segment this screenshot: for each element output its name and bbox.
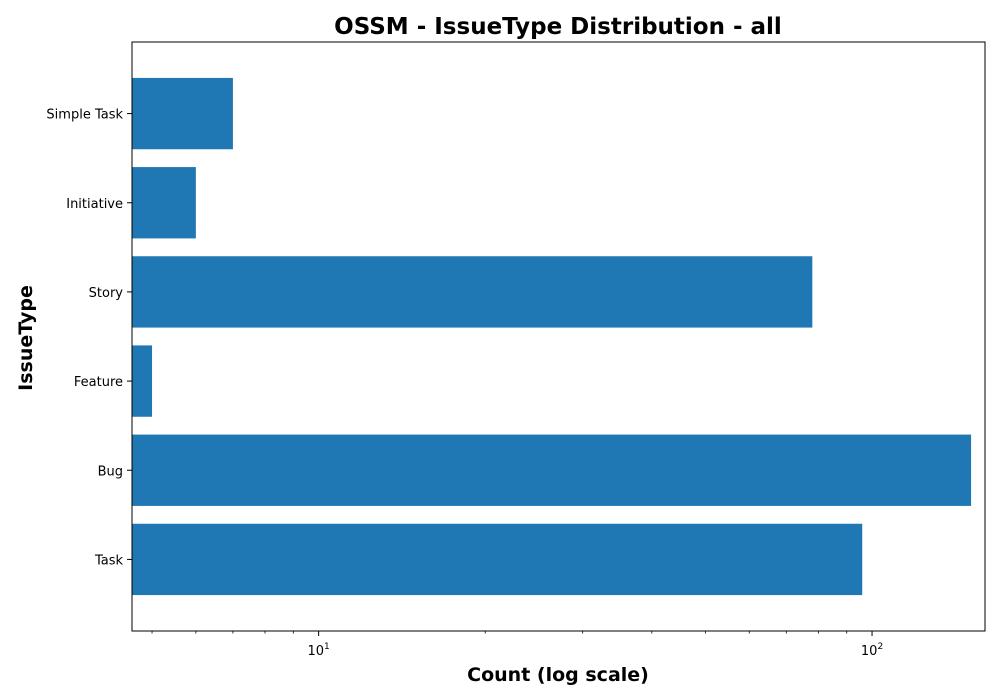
y-tick-label: Task bbox=[94, 553, 124, 568]
bar-story bbox=[132, 256, 813, 328]
y-tick-label: Bug bbox=[98, 464, 123, 479]
y-tick-label: Initiative bbox=[66, 197, 123, 212]
x-tick-label: 102 bbox=[861, 642, 883, 659]
x-tick-label: 101 bbox=[307, 642, 329, 659]
bar-task bbox=[132, 523, 863, 596]
bar-simple-task bbox=[132, 77, 233, 150]
y-tick-label: Story bbox=[89, 286, 124, 301]
plot-frame bbox=[131, 41, 986, 632]
y-tick-label: Feature bbox=[74, 375, 123, 390]
bar-initiative bbox=[132, 167, 196, 239]
bars-group bbox=[132, 77, 972, 596]
bar-feature bbox=[132, 345, 153, 417]
x-axis-label: Count (log scale) bbox=[467, 664, 649, 686]
bar-bug bbox=[132, 434, 972, 506]
y-tick-label: Simple Task bbox=[46, 108, 123, 123]
y-axis-label: IssueType bbox=[15, 285, 37, 391]
y-ticks-group: Simple Task Initiative Story Feature Bug Task bbox=[46, 108, 132, 568]
chart-title: OSSM - IssueType Distribution - all bbox=[334, 14, 782, 40]
